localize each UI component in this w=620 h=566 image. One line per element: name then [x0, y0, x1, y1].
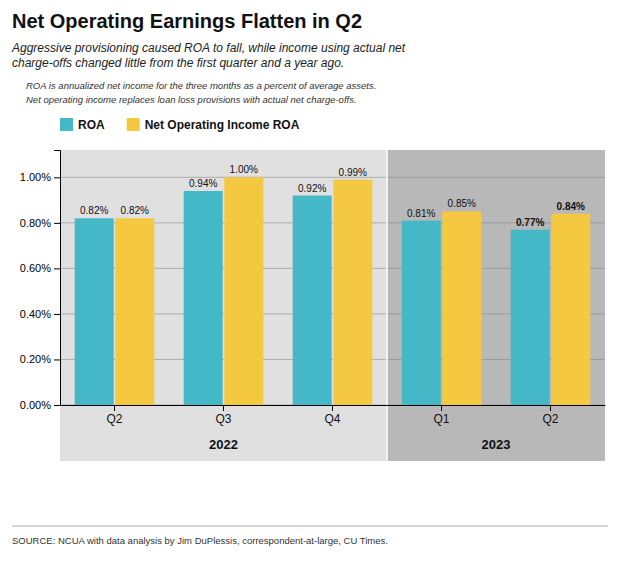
bar-series: [115, 177, 590, 405]
grid-line: [60, 177, 605, 178]
x-tick-label: Q2: [106, 412, 122, 426]
bar-series: [75, 191, 550, 405]
y-tick: 0.20%: [20, 353, 60, 365]
y-tick-mark: [54, 177, 60, 178]
x-tick-label: Q1: [433, 412, 449, 426]
bar: [75, 218, 114, 405]
legend-label: ROA: [78, 118, 105, 132]
subtitle: Aggressive provisioning caused ROA to fa…: [11, 41, 406, 70]
data-label: 0.84%: [557, 201, 585, 212]
data-label: 0.82%: [121, 205, 149, 216]
y-tick-label: 0.40%: [20, 308, 51, 320]
chart: Net Operating Earnings Flatten in Q2 Aggr…: [0, 0, 620, 566]
group-label: 2022: [209, 437, 238, 452]
y-tick-mark: [54, 223, 60, 224]
bar: [333, 180, 372, 405]
data-label: 0.81%: [407, 208, 435, 219]
y-tick: 0.00%: [20, 399, 60, 411]
y-axis: 0.00% 0.20% 0.40% 0.60% 0.80% 1.00%: [20, 151, 61, 412]
plot: 0.82% 0.94% 0.92% 0.81% 0.77% 0.82% 1.00% 0.99%…: [20, 150, 606, 461]
x-tick-mark: [441, 405, 442, 411]
x-tick: Q4: [324, 405, 340, 426]
bar: [511, 230, 550, 405]
y-tick-mark: [54, 314, 60, 315]
title: Net Operating Earnings Flatten in Q2: [12, 10, 362, 32]
note: Net operating income replaces loan loss …: [26, 94, 357, 105]
data-label: 0.77%: [516, 217, 544, 228]
source: SOURCE: NCUA with data analysis by Jim D…: [12, 535, 388, 546]
y-tick-label: 0.20%: [20, 353, 51, 365]
y-tick: 0.80%: [20, 217, 60, 229]
y-tick: 0.40%: [20, 308, 60, 320]
y-tick-label: 0.60%: [20, 262, 51, 274]
bar: [115, 218, 154, 405]
bar: [224, 177, 263, 405]
y-tick: 1.00%: [20, 171, 60, 183]
legend-item: ROA: [60, 118, 105, 132]
bar: [551, 214, 590, 405]
data-label: 1.00%: [230, 164, 258, 175]
group-background: [387, 150, 605, 461]
legend-item: Net Operating Income ROA: [127, 118, 300, 132]
legend: ROA Net Operating Income ROA: [60, 118, 300, 132]
data-label: 0.82%: [80, 205, 108, 216]
legend-swatch: [60, 118, 73, 131]
source-rule: [12, 526, 608, 527]
data-label: 0.99%: [339, 167, 367, 178]
x-tick-mark: [223, 405, 224, 411]
data-label: 0.92%: [298, 183, 326, 194]
y-tick-mark: [54, 405, 60, 406]
bar: [442, 211, 481, 405]
x-tick-mark: [332, 405, 333, 411]
bars: [75, 177, 591, 405]
bar: [402, 221, 441, 405]
y-tick-label: 1.00%: [20, 171, 51, 183]
group-background: [60, 150, 387, 461]
x-tick-label: Q4: [324, 412, 340, 426]
x-tick: Q2: [542, 405, 558, 426]
x-tick-mark: [550, 405, 551, 411]
subtitle-line: Aggressive provisioning caused ROA to fa…: [11, 41, 406, 55]
x-tick-label: Q2: [542, 412, 558, 426]
y-tick-label: 0.80%: [20, 217, 51, 229]
x-tick: Q3: [215, 405, 231, 426]
data-label: 0.85%: [448, 198, 476, 209]
x-tick-label: Q3: [215, 412, 231, 426]
y-axis-line: [54, 151, 61, 406]
group-separator: [386, 150, 388, 461]
y-tick-mark: [54, 359, 60, 360]
x-tick: Q1: [433, 405, 449, 426]
subtitle-line: charge-offs changed little from the firs…: [12, 56, 344, 70]
x-tick: Q2: [106, 405, 122, 426]
note: ROA is annualized net income for the thr…: [26, 80, 376, 91]
group-label: 2023: [482, 437, 511, 452]
legend-swatch: [127, 118, 140, 131]
data-labels: 0.82% 0.94% 0.92% 0.81% 0.77% 0.82% 1.00% 0.99%…: [80, 164, 585, 227]
y-tick-label: 0.00%: [20, 399, 51, 411]
x-axis: Q2 Q3 Q4 Q1 Q2: [61, 405, 606, 426]
y-tick-mark: [54, 268, 60, 269]
bar: [293, 196, 332, 405]
bar: [184, 191, 223, 405]
legend-label: Net Operating Income ROA: [145, 118, 300, 132]
y-tick: 0.60%: [20, 262, 60, 274]
grid: [60, 177, 605, 405]
x-tick-mark: [114, 405, 115, 411]
data-label: 0.94%: [189, 178, 217, 189]
